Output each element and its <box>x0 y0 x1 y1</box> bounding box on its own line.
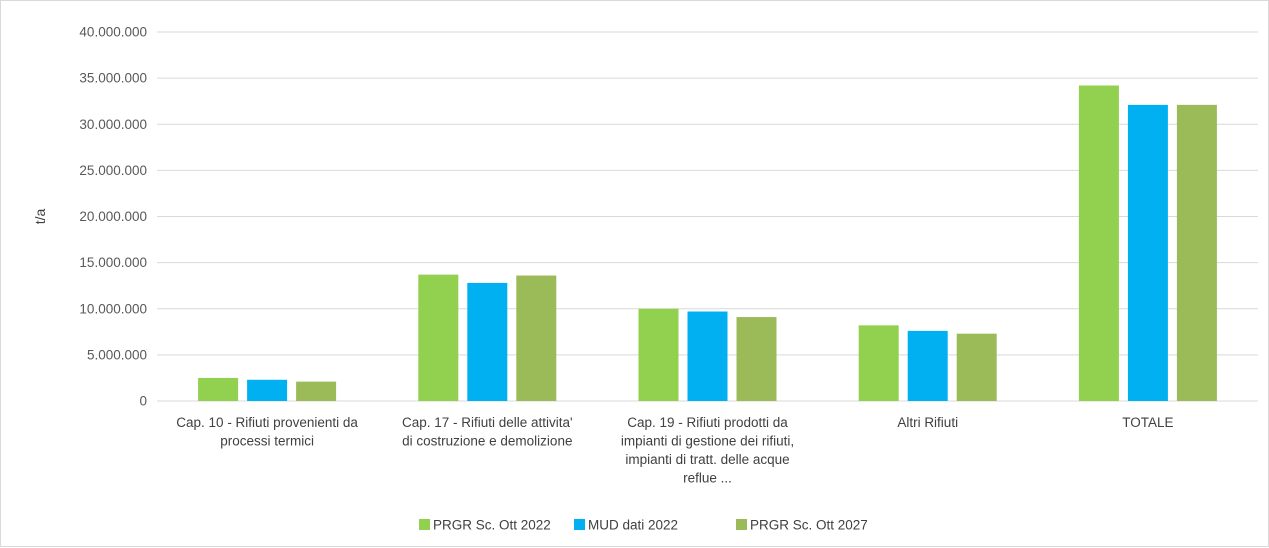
bar <box>736 317 777 401</box>
x-category-label: Cap. 10 - Rifiuti provenienti da processi… <box>176 415 358 449</box>
y-tick-label: 25.000.000 <box>79 163 147 178</box>
bar <box>198 377 239 401</box>
bar <box>638 308 679 401</box>
x-category-label: Cap. 17 - Rifiuti delle attivita' di cost… <box>402 415 573 449</box>
x-category-label: TOTALE <box>1122 415 1173 430</box>
bar <box>247 379 288 401</box>
bar <box>956 333 997 401</box>
y-tick-label: 35.000.000 <box>79 71 147 86</box>
legend-label: PRGR Sc. Ott 2022 <box>433 518 551 533</box>
legend-swatch <box>574 519 585 530</box>
x-category-label: Altri Rifiuti <box>897 415 958 430</box>
y-tick-label: 5.000.000 <box>87 347 147 362</box>
y-tick-label: 20.000.000 <box>79 209 147 224</box>
y-tick-label: 0 <box>139 394 147 409</box>
bar <box>418 274 459 401</box>
y-tick-label: 15.000.000 <box>79 255 147 270</box>
x-category-label: Cap. 19 - Rifiuti prodotti da impianti di… <box>621 415 794 486</box>
bar <box>858 325 899 401</box>
legend-swatch <box>736 519 747 530</box>
legend-label: MUD dati 2022 <box>588 518 678 533</box>
legend: PRGR Sc. Ott 2022 MUD dati 2022 PRGR Sc. O… <box>419 518 868 533</box>
bar <box>296 381 337 401</box>
x-category-labels: Cap. 10 - Rifiuti provenienti da processi… <box>176 415 1173 486</box>
bar <box>1176 104 1217 401</box>
y-tick-label: 10.000.000 <box>79 301 147 316</box>
legend-swatch <box>419 519 430 530</box>
bar <box>1127 104 1168 401</box>
y-axis-title: t/a <box>32 209 48 225</box>
y-tick-label: 30.000.000 <box>79 117 147 132</box>
bar <box>467 282 508 401</box>
bar <box>907 330 948 401</box>
bars <box>198 85 1217 401</box>
bar <box>1078 85 1119 401</box>
bar <box>687 311 728 401</box>
y-tick-labels: 0 5.000.000 10.000.000 15.000.000 20.000.000… <box>79 25 147 409</box>
legend-label: PRGR Sc. Ott 2027 <box>750 518 868 533</box>
bar <box>516 275 557 401</box>
gridlines <box>157 31 1258 402</box>
y-tick-label: 40.000.000 <box>79 25 147 40</box>
